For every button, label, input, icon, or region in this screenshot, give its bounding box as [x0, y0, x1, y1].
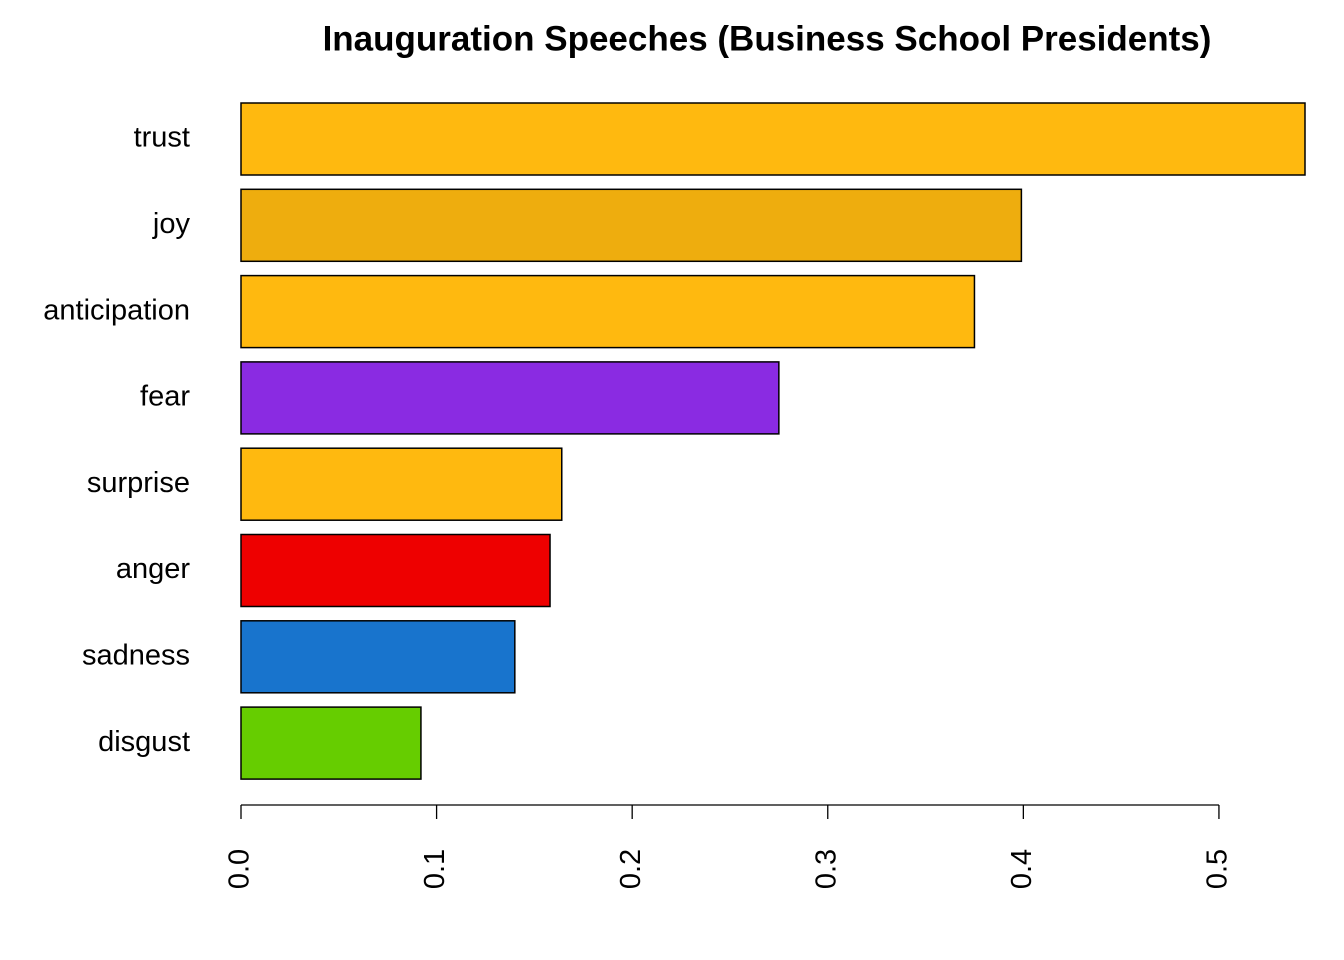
y-tick-label: sadness [82, 639, 190, 671]
x-tick-label: 0.4 [1006, 849, 1038, 889]
bar [240, 188, 1023, 263]
y-tick-label: anger [116, 553, 191, 585]
x-tick-label: 0.3 [810, 849, 842, 889]
x-tick-label: 0.1 [419, 849, 451, 889]
bar [240, 447, 563, 521]
y-tick-label: trust [134, 122, 190, 154]
y-tick-label: disgust [98, 726, 190, 758]
bar [240, 533, 551, 608]
bar [240, 620, 516, 694]
x-tick-label: 0.0 [224, 849, 256, 889]
bar [240, 361, 780, 435]
y-tick-label: joy [152, 208, 191, 240]
x-tick-label: 0.5 [1202, 849, 1234, 889]
bar [240, 706, 422, 780]
bar [240, 274, 976, 349]
y-tick-label: fear [140, 381, 190, 413]
bar [240, 102, 1306, 176]
x-tick-label: 0.2 [615, 849, 647, 889]
y-tick-label: surprise [87, 467, 190, 499]
y-tick-label: anticipation [43, 294, 190, 326]
chart-title: Inauguration Speeches (Business School P… [323, 19, 1212, 58]
